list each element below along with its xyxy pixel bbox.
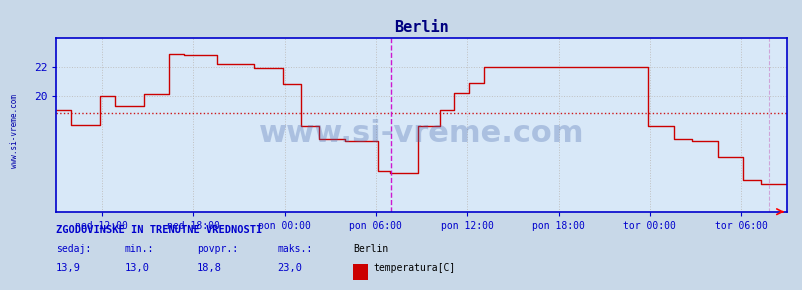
Text: temperatura[C]: temperatura[C]: [373, 263, 455, 273]
Text: min.:: min.:: [124, 244, 154, 254]
Text: www.si-vreme.com: www.si-vreme.com: [10, 93, 18, 168]
Text: sedaj:: sedaj:: [56, 244, 91, 254]
Text: ZGODOVINSKE IN TRENUTNE VREDNOSTI: ZGODOVINSKE IN TRENUTNE VREDNOSTI: [56, 225, 262, 235]
Text: maks.:: maks.:: [277, 244, 312, 254]
Text: Berlin: Berlin: [353, 244, 388, 254]
Text: www.si-vreme.com: www.si-vreme.com: [258, 119, 584, 148]
Text: 18,8: 18,8: [196, 263, 221, 273]
Text: 13,9: 13,9: [56, 263, 81, 273]
Text: 13,0: 13,0: [124, 263, 149, 273]
Text: povpr.:: povpr.:: [196, 244, 237, 254]
Text: 23,0: 23,0: [277, 263, 302, 273]
Title: Berlin: Berlin: [394, 20, 448, 35]
